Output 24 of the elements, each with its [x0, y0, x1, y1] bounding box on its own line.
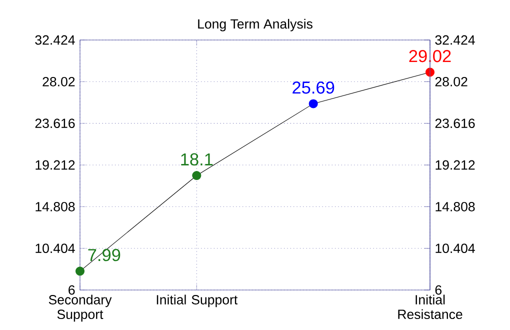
- y2-tick-label: 28.02: [435, 76, 468, 86]
- y-tick-label: 14.808: [36, 202, 75, 212]
- point: [75, 266, 85, 276]
- y2-tick-label: 10.404: [436, 244, 475, 254]
- y-tick-label: 32.424: [35, 35, 75, 45]
- y2-tick-label: 19.212: [436, 160, 475, 170]
- point: [192, 171, 202, 180]
- y-tick-label: 28.02: [42, 76, 75, 86]
- y-tick-label: 19.212: [36, 160, 75, 170]
- y-tick-label: 10.404: [36, 244, 75, 254]
- x-tick-label: Initial Support: [156, 294, 238, 308]
- y-tick-label: 23.616: [35, 118, 75, 128]
- chart-title: Long Term Analysis: [198, 18, 312, 32]
- x-tick-label: Initial Resistance: [398, 294, 462, 320]
- x-tick-label: Secondary Support: [48, 294, 112, 322]
- data-label: 25.69: [292, 81, 334, 94]
- y2-tick-label: 32.424: [435, 35, 475, 45]
- y2-tick-label: 14.808: [436, 202, 475, 212]
- y2-tick-label: 6: [435, 285, 442, 295]
- data-label: 29.02: [409, 50, 451, 62]
- point: [308, 99, 318, 108]
- y-tick-label: 6: [68, 285, 75, 295]
- data-label: 18.1: [181, 153, 213, 166]
- y2-tick-label: 23.616: [435, 118, 475, 128]
